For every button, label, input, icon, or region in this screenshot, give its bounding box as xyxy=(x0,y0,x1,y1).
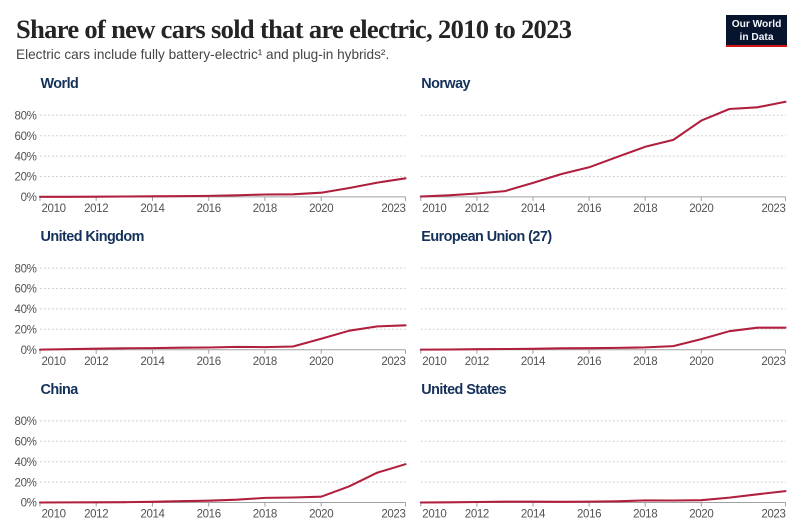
svg-text:2016: 2016 xyxy=(197,356,221,368)
svg-text:60%: 60% xyxy=(15,437,37,449)
svg-text:0%: 0% xyxy=(21,345,37,357)
svg-text:2010: 2010 xyxy=(42,509,66,521)
svg-text:2012: 2012 xyxy=(84,356,108,368)
svg-text:20%: 20% xyxy=(15,477,37,489)
svg-text:2023: 2023 xyxy=(381,203,405,215)
svg-text:2012: 2012 xyxy=(465,509,489,521)
svg-text:2018: 2018 xyxy=(253,203,277,215)
svg-text:2012: 2012 xyxy=(84,509,108,521)
svg-text:2018: 2018 xyxy=(633,203,657,215)
svg-text:2018: 2018 xyxy=(633,356,657,368)
svg-text:60%: 60% xyxy=(15,131,37,143)
svg-text:2014: 2014 xyxy=(521,356,546,368)
svg-text:0%: 0% xyxy=(21,192,37,204)
svg-text:40%: 40% xyxy=(15,304,37,316)
svg-text:2020: 2020 xyxy=(689,203,713,215)
svg-text:80%: 80% xyxy=(15,416,37,428)
svg-text:2020: 2020 xyxy=(309,356,333,368)
svg-text:2020: 2020 xyxy=(309,509,333,521)
svg-text:2010: 2010 xyxy=(422,203,446,215)
svg-text:2020: 2020 xyxy=(309,203,333,215)
svg-text:2023: 2023 xyxy=(761,203,785,215)
svg-text:2020: 2020 xyxy=(689,356,713,368)
svg-text:40%: 40% xyxy=(15,151,37,163)
svg-text:2012: 2012 xyxy=(465,356,489,368)
svg-text:2010: 2010 xyxy=(422,509,446,521)
svg-text:20%: 20% xyxy=(15,172,37,184)
svg-text:60%: 60% xyxy=(15,284,37,296)
svg-text:2023: 2023 xyxy=(761,509,785,521)
svg-text:2016: 2016 xyxy=(197,509,221,521)
svg-text:2014: 2014 xyxy=(140,203,165,215)
svg-text:2018: 2018 xyxy=(253,509,277,521)
svg-text:2016: 2016 xyxy=(577,356,601,368)
svg-text:80%: 80% xyxy=(15,111,37,123)
svg-text:2023: 2023 xyxy=(761,356,785,368)
svg-text:2018: 2018 xyxy=(633,509,657,521)
svg-text:2014: 2014 xyxy=(521,203,546,215)
svg-text:2014: 2014 xyxy=(521,509,546,521)
svg-text:2014: 2014 xyxy=(140,356,165,368)
svg-text:2012: 2012 xyxy=(465,203,489,215)
svg-text:2014: 2014 xyxy=(140,509,165,521)
svg-text:40%: 40% xyxy=(15,457,37,469)
svg-text:2020: 2020 xyxy=(689,509,713,521)
svg-text:2012: 2012 xyxy=(84,203,108,215)
svg-text:2016: 2016 xyxy=(577,203,601,215)
svg-text:2016: 2016 xyxy=(577,509,601,521)
svg-text:2016: 2016 xyxy=(197,203,221,215)
svg-text:2018: 2018 xyxy=(253,356,277,368)
svg-text:20%: 20% xyxy=(15,325,37,337)
svg-text:2010: 2010 xyxy=(422,356,446,368)
svg-text:2023: 2023 xyxy=(381,356,405,368)
svg-text:2010: 2010 xyxy=(42,356,66,368)
svg-text:2023: 2023 xyxy=(381,509,405,521)
svg-text:80%: 80% xyxy=(15,263,37,275)
svg-text:0%: 0% xyxy=(21,498,37,510)
svg-text:2010: 2010 xyxy=(42,203,66,215)
